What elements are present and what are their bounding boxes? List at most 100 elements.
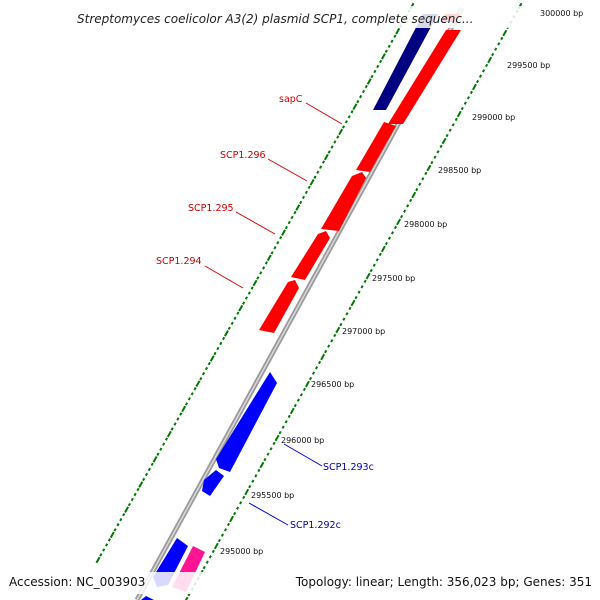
minor-tick (236, 311, 240, 315)
minor-tick (204, 366, 209, 371)
major-tick (309, 179, 315, 186)
gene-feature-SCP1.293c[interactable] (216, 372, 277, 472)
minor-tick (219, 341, 223, 346)
major-tick (411, 191, 417, 199)
minor-tick (222, 336, 226, 341)
minor-tick (272, 441, 276, 446)
major-tick (380, 245, 386, 253)
leader-line-SCP1.292c (248, 502, 289, 526)
minor-tick (463, 101, 467, 105)
minor-tick (184, 402, 189, 406)
minor-tick (330, 339, 334, 343)
gene-feature-reverse[interactable] (141, 596, 154, 600)
major-tick (365, 272, 371, 280)
minor-tick (500, 36, 504, 41)
minor-tick (311, 371, 316, 375)
minor-tick (418, 182, 422, 186)
gene-feature-SCP1.295[interactable] (291, 231, 330, 280)
minor-tick (230, 321, 234, 326)
gene-label-SCP1.294[interactable]: SCP1.294 (156, 256, 202, 267)
minor-tick (436, 150, 440, 154)
gene-feature-SCP1.296[interactable] (321, 172, 366, 231)
minor-tick (199, 376, 203, 381)
minor-tick (293, 210, 297, 215)
minor-tick (356, 99, 360, 104)
major-tick (209, 355, 215, 362)
gene-feature-forward[interactable] (388, 30, 461, 124)
major-tick (184, 596, 189, 600)
minor-tick (217, 538, 221, 543)
gene-feature-SCP1.294[interactable] (259, 280, 299, 333)
major-tick (109, 531, 115, 539)
minor-tick (344, 120, 348, 124)
minor-tick (127, 502, 131, 507)
gene-label-SCP1.292c[interactable]: SCP1.292c (290, 520, 341, 531)
major-tick (229, 515, 234, 523)
minor-tick (296, 398, 300, 402)
minor-tick (369, 268, 373, 273)
minor-tick (257, 468, 261, 473)
major-tick (305, 380, 310, 388)
minor-tick (315, 366, 319, 370)
major-tick (350, 299, 356, 307)
minor-tick (147, 467, 151, 472)
minor-tick (478, 74, 483, 78)
gene-label-SCP1.295[interactable]: SCP1.295 (188, 203, 234, 214)
minor-tick (116, 523, 120, 527)
minor-tick (469, 90, 473, 95)
gene-feature-sapC[interactable] (356, 122, 396, 172)
major-tick (338, 128, 344, 136)
minor-tick (284, 420, 288, 424)
major-tick (274, 434, 280, 442)
minor-tick (497, 42, 501, 46)
gene-feature-SCP1.292c[interactable] (202, 470, 224, 496)
minor-tick (330, 145, 334, 149)
minor-tick (370, 74, 374, 79)
minor-tick (162, 442, 166, 446)
gene-label-SCP1.296[interactable]: SCP1.296 (220, 150, 266, 161)
minor-tick (357, 290, 361, 294)
minor-tick (207, 361, 211, 366)
major-tick (366, 78, 372, 85)
minor-tick (233, 511, 237, 516)
left-tick-track (95, 2, 415, 564)
minor-tick (359, 94, 363, 99)
major-tick (244, 488, 250, 496)
minor-tick (347, 115, 351, 119)
minor-tick (339, 322, 343, 327)
minor-tick (251, 479, 255, 483)
minor-tick (316, 170, 320, 174)
leader-line-SCP1.295 (235, 211, 276, 235)
minor-tick (393, 34, 397, 38)
minor-tick (299, 200, 303, 205)
major-tick (224, 330, 229, 337)
major-tick (295, 204, 301, 211)
minor-tick (159, 447, 163, 451)
minor-tick (279, 235, 283, 240)
major-tick (281, 229, 286, 236)
minor-tick (242, 301, 246, 305)
minor-tick (102, 548, 106, 552)
minor-tick (304, 190, 308, 195)
summary-text: Topology: linear; Length: 356,023 bp; Ge… (295, 575, 592, 589)
minor-tick (133, 492, 137, 497)
minor-tick (354, 295, 358, 300)
minor-tick (451, 123, 455, 127)
minor-tick (466, 96, 470, 100)
gene-label-SCP1.293c[interactable]: SCP1.293c (323, 462, 374, 473)
minor-tick (361, 89, 366, 94)
minor-tick (485, 63, 489, 68)
minor-tick (179, 412, 183, 416)
major-tick (352, 103, 358, 110)
footer-background (0, 572, 600, 594)
minor-tick (281, 425, 285, 429)
minor-tick (318, 360, 322, 365)
minor-tick (205, 560, 209, 564)
right-tick-track (184, 2, 523, 600)
minor-tick (364, 84, 368, 89)
gene-label-sapC[interactable]: sapC (279, 94, 303, 105)
gene-feature-reverse-dark[interactable] (373, 14, 438, 110)
major-tick (441, 137, 447, 145)
minor-tick (333, 333, 337, 338)
